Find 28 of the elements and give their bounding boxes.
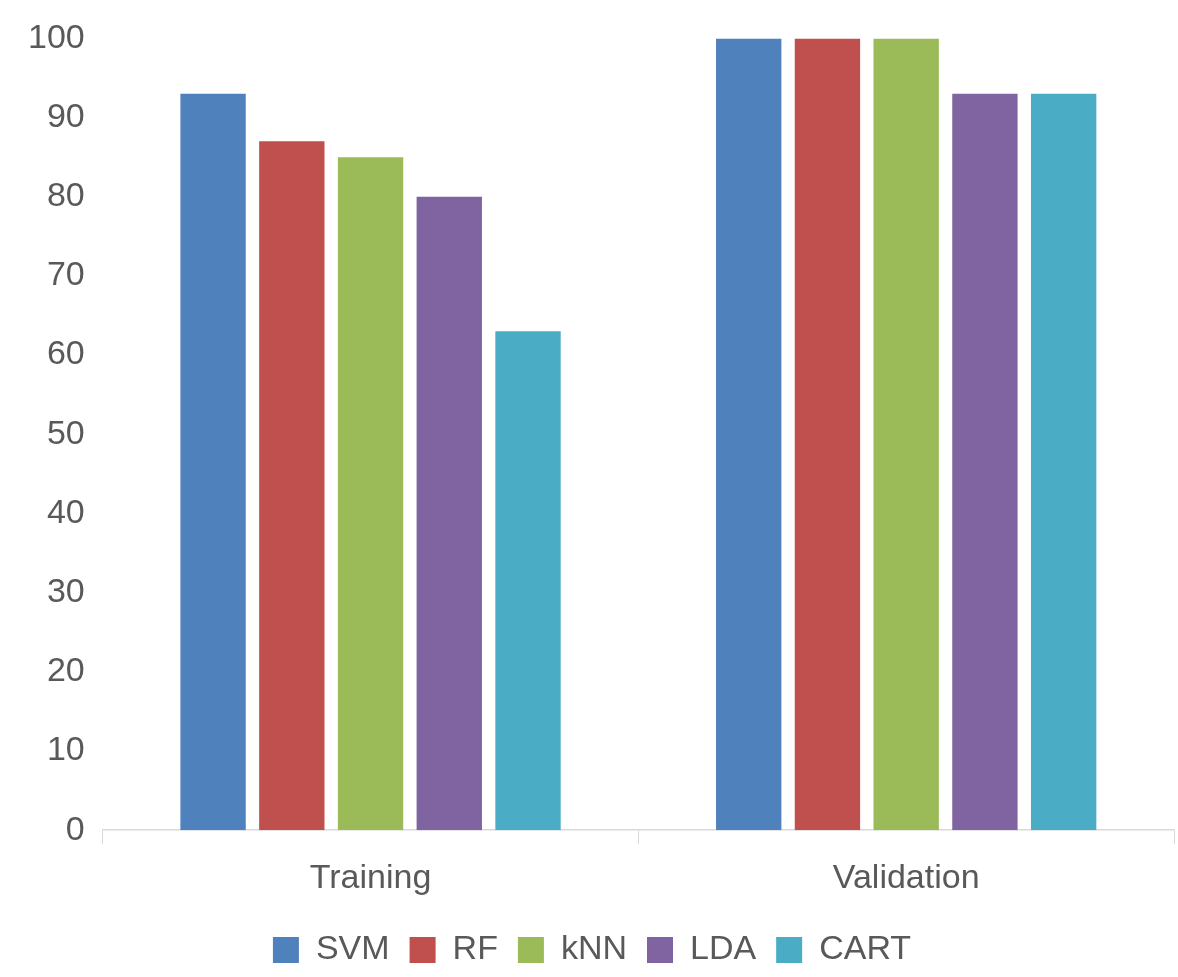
- y-tick-label: 10: [46, 729, 85, 768]
- bar: [952, 93, 1018, 831]
- bar: [495, 331, 561, 831]
- y-tick-label: 30: [46, 571, 85, 610]
- bar: [259, 141, 325, 831]
- bar: [716, 38, 782, 831]
- y-tick-label: 0: [65, 808, 85, 847]
- bar: [794, 38, 861, 831]
- y-tick-label: 70: [46, 254, 85, 293]
- bar: [1030, 93, 1097, 831]
- y-tick-label: 60: [46, 333, 85, 372]
- x-tick-label: Training: [309, 856, 432, 895]
- legend-label: SVM: [315, 928, 390, 967]
- y-tick-label: 100: [27, 16, 85, 55]
- legend-label: RF: [452, 928, 498, 967]
- legend-label: kNN: [560, 928, 628, 967]
- bar: [416, 196, 482, 831]
- legend-label: CART: [819, 928, 912, 967]
- x-tick-label: Validation: [832, 856, 980, 895]
- y-tick-label: 20: [46, 650, 85, 689]
- y-tick-label: 50: [46, 412, 85, 451]
- y-tick-label: 40: [46, 491, 85, 530]
- y-tick-label: 90: [46, 95, 85, 134]
- y-tick-label: 80: [46, 175, 85, 214]
- bar: [337, 157, 404, 831]
- bar: [873, 38, 939, 831]
- bar: [180, 93, 246, 831]
- legend-label: LDA: [690, 928, 757, 967]
